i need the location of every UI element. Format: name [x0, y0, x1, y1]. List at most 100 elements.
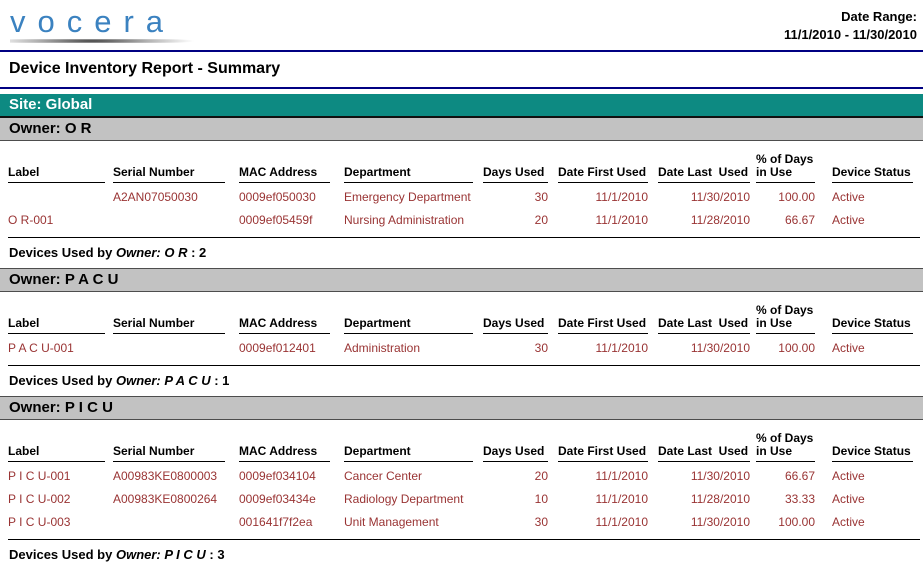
owner-section-body: Label Serial Number MAC Address Department D… — [0, 151, 923, 260]
cell-serial — [113, 334, 239, 357]
column-header-label: Serial Number — [113, 445, 225, 462]
column-header-label: Label — [8, 166, 105, 183]
cell-date-first: 11/1/2010 — [595, 341, 649, 355]
column-header: % of Days in Use — [756, 302, 832, 334]
cell-status: Active — [832, 190, 865, 204]
cell-date-last: 11/28/2010 — [690, 213, 750, 227]
column-header-label: Date Last Used — [658, 317, 750, 334]
divider-line — [8, 365, 920, 366]
cell-date-first: 11/1/2010 — [595, 190, 649, 204]
cell-pct-days: 66.67 — [784, 469, 815, 483]
column-header-label: MAC Address — [239, 445, 330, 462]
device-row: P A C U-001 0009ef012401 Administration 30 1… — [8, 334, 913, 357]
cell-days-used: 30 — [534, 341, 548, 355]
summary-count: : 3 — [205, 547, 225, 562]
cell-label: P I C U-003 — [8, 515, 71, 529]
site-banner: Site: Global — [0, 94, 923, 118]
cell-mac: 0009ef03434e — [239, 492, 316, 506]
column-header-label: Label — [8, 317, 105, 334]
column-header: Date Last Used — [658, 302, 756, 334]
owner-section: Owner: P A C U Label Serial Number MAC Add… — [0, 268, 923, 388]
column-header-label: Date First Used — [558, 317, 648, 334]
device-table: Label Serial Number MAC Address Department D… — [8, 430, 913, 531]
column-header: Device Status — [832, 151, 913, 183]
summary-owner: Owner: O R — [115, 245, 188, 260]
summary-prefix: Devices Used by — [9, 547, 113, 562]
cell-serial — [113, 206, 239, 229]
report-header: vocera Date Range: 11/1/2010 - 11/30/201… — [0, 0, 923, 50]
cell-mac: 001641f7f2ea — [239, 515, 313, 529]
cell-status: Active — [832, 469, 865, 483]
column-header: MAC Address — [239, 151, 344, 183]
column-header: Department — [344, 151, 483, 183]
column-header: Date First Used — [558, 302, 658, 334]
device-table: Label Serial Number MAC Address Department D… — [8, 302, 913, 357]
column-header: Label — [8, 151, 113, 183]
device-row: P I C U-002 A00983KE0800264 0009ef03434e Ra… — [8, 485, 913, 508]
cell-department: Unit Management — [344, 515, 439, 529]
table-header-row: Label Serial Number MAC Address Department D… — [8, 430, 913, 462]
column-header-label: Date Last Used — [658, 445, 750, 462]
vocera-logo: vocera — [10, 5, 206, 43]
cell-date-last: 11/28/2010 — [690, 492, 750, 506]
cell-status: Active — [832, 515, 865, 529]
vocera-logo-text: vocera — [10, 4, 176, 39]
cell-department: Nursing Administration — [344, 213, 465, 227]
owner-banner: Owner: O R — [0, 118, 923, 141]
column-header-label: MAC Address — [239, 317, 330, 334]
cell-date-last: 11/30/2010 — [690, 341, 750, 355]
summary-count: : 2 — [187, 245, 207, 260]
column-header: Serial Number — [113, 151, 239, 183]
column-header-label: Days Used — [483, 166, 548, 183]
owner-banner: Owner: P A C U — [0, 268, 923, 292]
device-row: O R-001 0009ef05459f Nursing Administratio… — [8, 206, 913, 229]
summary-owner: Owner: P A C U — [115, 373, 211, 388]
cell-serial: A2AN07050030 — [113, 190, 198, 204]
column-header-label: Department — [344, 317, 473, 334]
date-range-label: Date Range: — [841, 9, 917, 24]
cell-date-last: 11/30/2010 — [690, 515, 750, 529]
cell-department: Emergency Department — [344, 190, 471, 204]
devices-used-summary: Devices Used by Owner: P I C U : 3 — [8, 540, 918, 562]
cell-pct-days: 100.00 — [778, 190, 815, 204]
device-row: P I C U-001 A00983KE0800003 0009ef034104 Ca… — [8, 462, 913, 485]
cell-date-first: 11/1/2010 — [595, 515, 649, 529]
column-header: Days Used — [483, 430, 558, 462]
column-header-label: Department — [344, 166, 473, 183]
column-header-label: Device Status — [832, 445, 913, 462]
summary-count: : 1 — [210, 373, 230, 388]
cell-label: P A C U-001 — [8, 341, 74, 355]
column-header-label: Date First Used — [558, 166, 648, 183]
cell-mac: 0009ef05459f — [239, 213, 313, 227]
cell-department: Radiology Department — [344, 492, 464, 506]
report-title: Device Inventory Report - Summary — [9, 60, 281, 77]
table-header-row: Label Serial Number MAC Address Department D… — [8, 302, 913, 334]
cell-status: Active — [832, 341, 865, 355]
column-header: Department — [344, 302, 483, 334]
owner-banner: Owner: P I C U — [0, 396, 923, 420]
column-header-label: Days Used — [483, 317, 548, 334]
cell-status: Active — [832, 492, 865, 506]
cell-pct-days: 100.00 — [778, 515, 815, 529]
column-header-label: Date First Used — [558, 445, 648, 462]
cell-days-used: 20 — [534, 213, 548, 227]
column-header: Date Last Used — [658, 151, 756, 183]
column-header: Device Status — [832, 302, 913, 334]
cell-label: O R-001 — [8, 213, 54, 227]
column-header: Label — [8, 302, 113, 334]
column-header-label: Date Last Used — [658, 166, 750, 183]
cell-mac: 0009ef050030 — [239, 190, 316, 204]
column-header: MAC Address — [239, 302, 344, 334]
cell-date-first: 11/1/2010 — [595, 469, 649, 483]
cell-pct-days: 66.67 — [784, 213, 815, 227]
owner-section-body: Label Serial Number MAC Address Department D… — [0, 302, 923, 388]
cell-date-first: 11/1/2010 — [595, 492, 649, 506]
divider-line — [0, 87, 923, 89]
owner-section: Owner: P I C U Label Serial Number MAC Add… — [0, 396, 923, 562]
column-header: Date First Used — [558, 151, 658, 183]
column-header: Days Used — [483, 151, 558, 183]
cell-department: Cancer Center — [344, 469, 423, 483]
cell-days-used: 20 — [534, 469, 548, 483]
column-header: Label — [8, 430, 113, 462]
